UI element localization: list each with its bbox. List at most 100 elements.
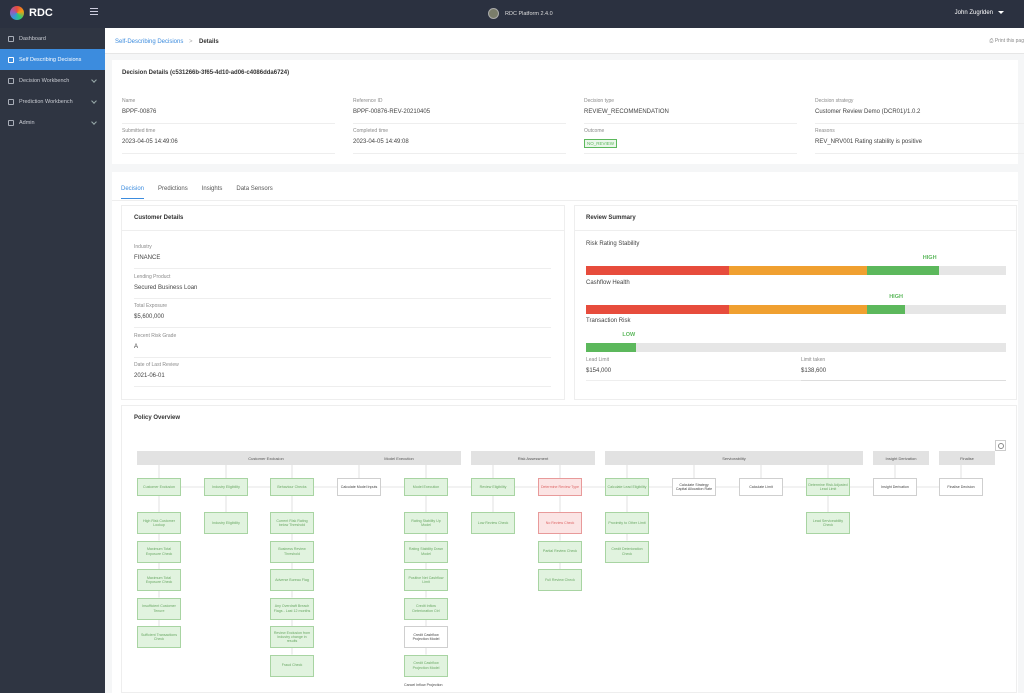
field-value: FINANCE xyxy=(134,255,161,261)
customer-field: Recent Risk Grade A xyxy=(134,333,551,358)
policy-subnode[interactable]: High Risk Customer Lookup xyxy=(137,512,181,534)
policy-subnode[interactable]: Credit Cashflow Projection Model xyxy=(404,654,448,677)
decision-title: Decision Details (c531266b-3f65-4d10-ad0… xyxy=(122,70,290,76)
policy-subnode[interactable]: Insufficient Customer Tenure xyxy=(137,597,181,620)
sidebar-item-label: Prediction Workbench xyxy=(19,98,73,105)
breadcrumb: Self-Describing Decisions > Details ⎙ Pr… xyxy=(105,28,1024,54)
field-label: Reference ID xyxy=(353,98,383,104)
customer-details-panel: Customer Details Industry FINANCE Lending … xyxy=(121,205,565,400)
policy-subnode[interactable]: Credit Deterioration Check xyxy=(605,540,649,563)
policy-node[interactable]: Model Execution xyxy=(404,478,448,496)
sidebar-item-2[interactable]: Decision Workbench xyxy=(0,70,105,91)
policy-subnode[interactable]: Proximity to Other Limit xyxy=(605,512,649,534)
print-button[interactable]: ⎙ Print this pag xyxy=(989,38,1024,44)
policy-node[interactable]: Calculate Model Inputs xyxy=(337,478,381,496)
policy-node[interactable]: Finalise Decision xyxy=(939,478,983,496)
policy-subnode-cutoff: Cancel Inflow Projection xyxy=(404,683,443,687)
menu-toggle-icon[interactable] xyxy=(90,8,98,15)
policy-subnode[interactable]: Lead Serviceability Check xyxy=(806,512,850,534)
brand[interactable]: RDC xyxy=(10,6,53,20)
user-menu[interactable]: John Zugrlden xyxy=(955,10,1004,16)
policy-subnode[interactable]: No Review Check xyxy=(538,512,582,534)
sidebar-item-0[interactable]: Dashboard xyxy=(0,28,105,49)
bar-segment-green xyxy=(867,266,939,275)
policy-subnode[interactable]: Partial Review Check xyxy=(538,540,582,563)
metric-level: HIGH xyxy=(889,294,903,300)
decision-field: Decision strategy Customer Review Demo (D… xyxy=(815,98,1024,124)
policy-node[interactable]: Calculate Limit xyxy=(739,478,783,496)
limit-taken: Limit taken $138,600 xyxy=(801,357,826,374)
field-label: Total Exposure xyxy=(134,303,168,309)
field-label: Outcome xyxy=(584,128,605,134)
decision-field: Completed time 2023-04-05 14:49:08 xyxy=(353,128,566,154)
breadcrumb-parent[interactable]: Self-Describing Decisions xyxy=(115,39,184,45)
policy-node[interactable]: Determine Risk Adjusted Lead Limit xyxy=(806,478,850,496)
policy-stage-header: Model Execution xyxy=(337,451,461,465)
policy-node[interactable]: Behaviour Checks xyxy=(270,478,314,496)
policy-subnode[interactable]: Adverse Bureau Flag xyxy=(270,569,314,591)
metric-bar xyxy=(586,343,1006,352)
customer-field: Industry FINANCE xyxy=(134,244,551,269)
decision-field: Name BPPF-00876 xyxy=(122,98,335,124)
divider xyxy=(586,380,1006,381)
policy-subnode[interactable]: Low Review Check xyxy=(471,512,515,534)
field-value: REVIEW_RECOMMENDATION xyxy=(584,109,669,115)
customer-title: Customer Details xyxy=(134,215,184,221)
policy-subnode[interactable]: Current Risk Rating below Threshold xyxy=(270,512,314,534)
policy-subnode[interactable]: Credit Inflow Deterioration Ctrl xyxy=(404,597,448,620)
metric-label: Cashflow Health xyxy=(586,280,630,286)
policy-subnode[interactable]: Fraud Check xyxy=(270,654,314,677)
decision-field: Submitted time 2023-04-05 14:49:06 xyxy=(122,128,335,154)
sidebar-item-4[interactable]: Admin xyxy=(0,112,105,133)
policy-node[interactable]: Industry Eligibility xyxy=(204,478,248,496)
field-value: A xyxy=(134,343,139,350)
policy-subnode[interactable]: Industry Eligibility xyxy=(204,512,248,534)
tab-data-sensors[interactable]: Data Sensors xyxy=(236,186,273,192)
policy-subnode[interactable]: Full Review Check xyxy=(538,569,582,591)
field-label: Date of Last Review xyxy=(134,362,179,368)
zoom-icon[interactable] xyxy=(995,440,1006,451)
policy-node[interactable]: Determine Review Type xyxy=(538,478,582,496)
field-label: Recent Risk Grade xyxy=(134,332,177,339)
policy-subnode[interactable]: Rating Stability Down Model xyxy=(404,540,448,563)
policy-stage-header: Risk Assessment xyxy=(471,451,595,465)
tab-decision[interactable]: Decision xyxy=(121,186,145,199)
policy-node[interactable]: Review Eligibility xyxy=(471,478,515,496)
tab-bar: Decision Predictions Insights Data Sensors xyxy=(121,186,273,199)
policy-node[interactable]: Insight Derivation xyxy=(873,478,917,496)
policy-subnode[interactable]: Any Overdraft Breach Flags - Last 12 mon… xyxy=(270,597,314,620)
sidebar-item-3[interactable]: Prediction Workbench xyxy=(0,91,105,112)
customer-field: Date of Last Review 2021-06-01 xyxy=(134,362,551,387)
policy-node[interactable]: Calculate Lead Eligibility xyxy=(605,478,649,496)
tab-divider xyxy=(112,200,1018,201)
policy-node[interactable]: Calculate Strategy Capital Allocation Ra… xyxy=(672,478,716,496)
policy-subnode[interactable]: Sufficient Transactions Check xyxy=(137,626,181,648)
policy-subnode[interactable]: Maximum Total Exposure Check xyxy=(137,569,181,591)
policy-stage-header: Serviceability xyxy=(605,451,863,465)
lead-limit: Lead Limit $154,000 xyxy=(586,357,611,374)
tab-predictions[interactable]: Predictions xyxy=(158,186,188,192)
limit-taken-value: $138,600 xyxy=(801,368,827,374)
metric-level: LOW xyxy=(622,332,636,338)
tab-insights[interactable]: Insights xyxy=(201,186,223,192)
policy-subnode[interactable]: Credit Cashflow Projection Model xyxy=(404,626,448,648)
decisions-icon xyxy=(8,56,14,63)
field-label: Completed time xyxy=(353,128,389,134)
policy-subnode[interactable]: Rating Stability Up Model xyxy=(404,512,448,534)
workbench-icon xyxy=(8,77,14,84)
sidebar-item-label: Decision Workbench xyxy=(19,77,70,84)
field-value: 2023-04-05 14:49:08 xyxy=(353,139,409,145)
decision-field: Decision type REVIEW_RECOMMENDATION xyxy=(584,98,797,124)
decision-details-panel: Decision Details (c531266b-3f65-4d10-ad0… xyxy=(112,60,1024,164)
field-label: Industry xyxy=(134,244,152,250)
bar-segment-orange xyxy=(728,266,868,275)
sidebar-item-1[interactable]: Self Describing Decisions xyxy=(0,49,105,70)
policy-subnode[interactable]: Positive Net Cashflow Limit xyxy=(404,569,448,591)
policy-subnode[interactable]: Review Exclusion from Industry change in… xyxy=(270,626,314,648)
field-value: 2021-06-01 xyxy=(134,373,165,379)
policy-node[interactable]: Customer Exclusion xyxy=(137,478,181,496)
bar-segment-green xyxy=(586,343,637,352)
policy-subnode[interactable]: Business Review Threshold xyxy=(270,540,314,563)
user-name: John Zugrlden xyxy=(954,10,993,16)
policy-subnode[interactable]: Maximum Total Exposure Check xyxy=(137,540,181,563)
